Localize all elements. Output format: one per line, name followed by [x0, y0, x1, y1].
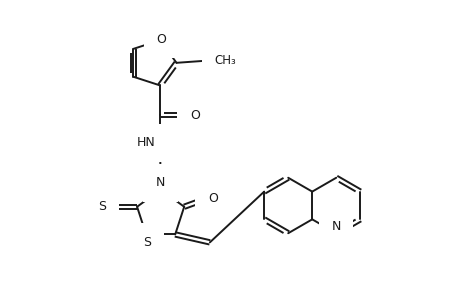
Text: O: O — [156, 33, 166, 46]
Text: N: N — [331, 220, 340, 233]
Text: O: O — [207, 192, 218, 205]
Text: CH₃: CH₃ — [214, 54, 235, 67]
Text: S: S — [143, 236, 151, 249]
Text: S: S — [98, 200, 106, 213]
Text: O: O — [190, 109, 199, 122]
Text: HN: HN — [136, 136, 155, 149]
Text: N: N — [156, 176, 165, 189]
